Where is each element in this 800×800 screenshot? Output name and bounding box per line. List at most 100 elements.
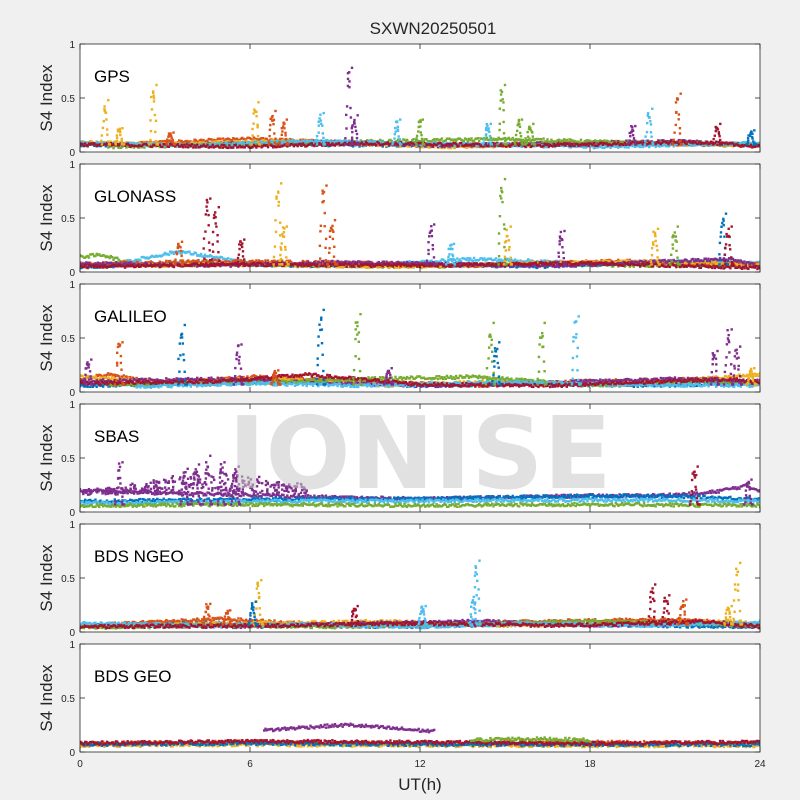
data-point [153, 113, 157, 117]
data-point [367, 141, 370, 145]
data-point [609, 144, 612, 147]
data-point [499, 258, 503, 261]
data-point [469, 139, 472, 142]
data-point [747, 134, 750, 137]
data-point [454, 142, 458, 146]
data-point [93, 144, 96, 147]
data-point [162, 140, 165, 143]
data-point [429, 140, 432, 143]
data-point [108, 143, 111, 146]
spike-peak [155, 83, 158, 87]
data-point [460, 145, 463, 148]
data-point [573, 140, 576, 143]
data-point [512, 144, 516, 147]
data-point [420, 146, 423, 149]
data-point [282, 139, 285, 142]
data-point [387, 143, 391, 146]
data-point [190, 253, 194, 256]
data-point [749, 132, 752, 136]
data-point [457, 260, 460, 263]
spike [711, 122, 724, 146]
data-point [116, 256, 119, 259]
data-point [100, 134, 104, 137]
data-point [99, 264, 102, 267]
data-point [332, 143, 335, 146]
data-point [153, 144, 156, 147]
data-point [525, 259, 529, 263]
data-point [395, 142, 398, 146]
data-point [282, 142, 285, 145]
data-point [141, 141, 145, 144]
data-point [188, 145, 191, 148]
data-point [114, 142, 117, 145]
data-point [320, 142, 324, 146]
data-point [256, 135, 260, 138]
y-tick-label: 0.5 [61, 94, 75, 105]
data-point [565, 142, 568, 145]
data-point [235, 142, 239, 145]
data-point [452, 144, 455, 147]
data-point [242, 137, 245, 141]
data-point [98, 141, 101, 144]
data-point [223, 257, 226, 261]
data-point [645, 139, 648, 143]
data-point [550, 138, 553, 141]
data-point [606, 140, 610, 144]
data-point [413, 143, 416, 146]
data-point [127, 143, 131, 147]
data-point [486, 124, 489, 127]
data-point [134, 144, 137, 148]
data-point [170, 251, 173, 255]
data-point [315, 138, 319, 142]
data-point [645, 143, 648, 146]
data-point [158, 140, 161, 143]
spike-peak [274, 109, 277, 113]
data-point [396, 128, 399, 131]
data-point [484, 128, 488, 132]
data-point [531, 135, 534, 138]
data-point [239, 142, 243, 145]
data-point [139, 141, 142, 144]
data-point [167, 143, 171, 146]
data-point [273, 141, 276, 144]
data-point [678, 132, 682, 135]
data-point [556, 142, 559, 146]
data-point [242, 146, 245, 149]
data-point [693, 143, 696, 146]
data-point [729, 141, 732, 144]
data-point [676, 141, 679, 144]
data-point [181, 146, 185, 149]
data-point [112, 142, 115, 146]
data-point [345, 105, 349, 108]
data-point [717, 142, 720, 145]
data-point [140, 256, 143, 259]
data-point [396, 144, 400, 147]
data-point [261, 141, 265, 145]
data-point [89, 253, 92, 256]
data-point [225, 141, 228, 145]
data-point [485, 133, 488, 136]
data-point [362, 144, 365, 148]
data-point [132, 146, 136, 149]
data-point [396, 125, 399, 128]
data-point [440, 137, 444, 140]
data-point [542, 259, 545, 262]
data-point [613, 143, 616, 146]
data-point [738, 144, 741, 147]
data-point [117, 144, 120, 147]
data-point [225, 146, 228, 149]
data-point [664, 141, 668, 144]
data-point [368, 143, 371, 146]
data-point [381, 141, 384, 144]
data-point [610, 144, 614, 147]
data-point [349, 116, 353, 119]
data-point [216, 256, 219, 259]
data-point [125, 143, 128, 146]
data-point [565, 144, 568, 147]
data-point [247, 145, 250, 149]
data-point [202, 255, 205, 258]
data-point [517, 119, 521, 123]
data-point [586, 139, 589, 142]
data-point [119, 130, 122, 134]
